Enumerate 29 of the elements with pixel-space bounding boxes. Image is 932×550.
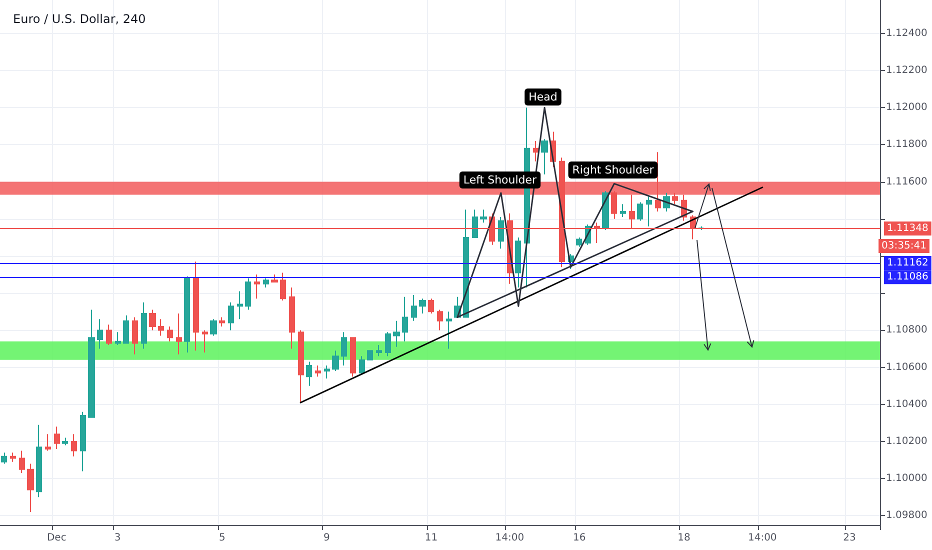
x-tick-label: 3 xyxy=(114,532,121,544)
x-tick-label: 11 xyxy=(424,532,438,544)
x-tick-label: 5 xyxy=(218,532,226,544)
y-tick-label: 1.11800 xyxy=(886,139,928,150)
x-tick-label: 14:00 xyxy=(748,532,777,544)
ref-line-label: 1.11348 xyxy=(887,223,928,234)
x-tick-label: 9 xyxy=(324,532,330,544)
x-tick-label: 18 xyxy=(678,532,690,544)
y-tick-label: 1.10800 xyxy=(886,324,928,336)
x-tick-label: 23 xyxy=(843,532,856,544)
y-tick-label: 1.11600 xyxy=(886,176,928,188)
text: 03:35:41 xyxy=(882,240,926,252)
text: Euro / U.S. Dollar, 240 xyxy=(13,12,146,26)
annotation: Right Shoulder xyxy=(572,164,654,176)
y-tick-label: 1.10400 xyxy=(886,398,928,410)
y-tick-label: 1.12400 xyxy=(886,28,928,39)
y-tick-label: 1.10600 xyxy=(886,362,928,373)
annotation: Left Shoulder xyxy=(463,174,538,186)
y-tick-label: 1.10200 xyxy=(886,436,928,448)
x-tick-label: 16 xyxy=(573,532,586,544)
ref-line-label: 1.11162 xyxy=(887,258,928,269)
x-tick-label: Dec xyxy=(46,532,66,544)
annotation: Head xyxy=(528,90,558,104)
y-tick-label: 1.10000 xyxy=(886,473,928,484)
ref-line-label: 1.11086 xyxy=(887,272,928,283)
y-tick-label: 1.09800 xyxy=(886,510,928,522)
y-tick-label: 1.12200 xyxy=(886,64,928,76)
x-tick-label: 14:00 xyxy=(495,532,524,544)
y-tick-label: 1.12000 xyxy=(886,102,928,114)
